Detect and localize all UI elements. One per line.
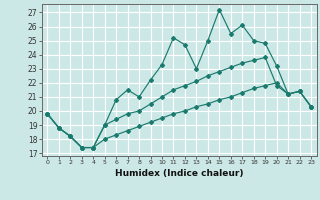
- X-axis label: Humidex (Indice chaleur): Humidex (Indice chaleur): [115, 169, 244, 178]
